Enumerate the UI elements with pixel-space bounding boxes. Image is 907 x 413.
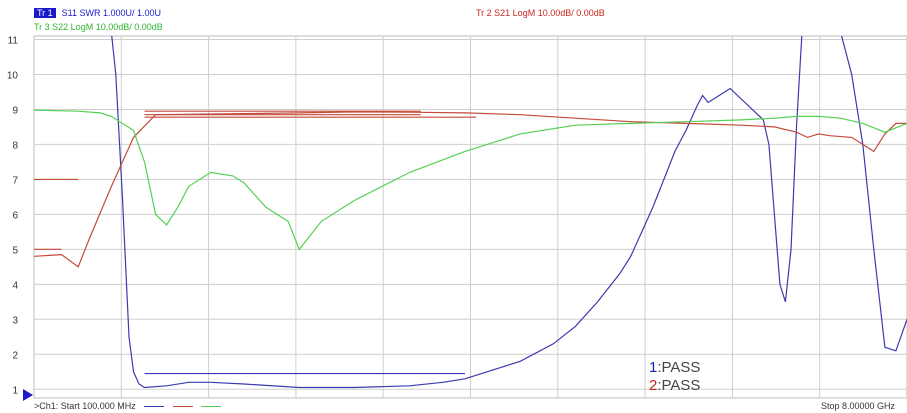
trace1-label: S11 SWR 1.000U/ 1.00U	[61, 8, 162, 18]
trace3-label: Tr 3 S22 LogM 10.00dB/ 0.00dB	[34, 22, 163, 32]
footer-start: >Ch1: Start 100.000 MHz	[34, 401, 222, 411]
pass-indicator-1: 1:PASS	[649, 359, 700, 376]
y-tick-label: 6	[12, 210, 18, 221]
stop-frequency-label: Stop 8.00000 GHz	[820, 401, 895, 411]
tr1-trace-line	[111, 36, 907, 389]
trace3-header[interactable]: Tr 3 S22 LogM 10.00dB/ 0.00dB	[34, 22, 163, 32]
y-tick-label: 8	[12, 140, 18, 151]
trace2-legend-swatch	[172, 406, 193, 408]
start-frequency-label: >Ch1: Start 100.000 MHz	[34, 401, 136, 411]
trace2-label: Tr 2 S21 LogM 10.00dB/ 0.00dB	[476, 8, 605, 18]
pass-indicator-2: 2:PASS	[649, 377, 700, 394]
y-tick-label: 3	[12, 315, 18, 326]
pass-1-number: 1	[649, 359, 658, 376]
trace1-badge[interactable]: Tr 1	[34, 8, 56, 18]
tr2-trace-line	[34, 111, 907, 268]
y-tick-label: 2	[12, 350, 18, 361]
pass-2-number: 2	[649, 377, 658, 394]
trace3-legend-swatch	[201, 406, 222, 408]
reference-marker-icon	[23, 389, 33, 401]
y-tick-label: 1	[12, 385, 18, 396]
y-tick-label: 10	[7, 70, 19, 81]
tr3-trace-line	[34, 109, 907, 251]
pass-2-label: :PASS	[657, 377, 701, 394]
y-tick-label: 5	[12, 245, 18, 256]
footer-stop: Stop 8.00000 GHz	[821, 401, 895, 411]
y-tick-label: 7	[12, 175, 18, 186]
trace1-legend-swatch	[144, 406, 165, 408]
trace1-header[interactable]: Tr 1 S11 SWR 1.000U/ 1.00U	[34, 8, 161, 18]
y-tick-label: 11	[8, 35, 19, 46]
y-tick-label: 9	[12, 105, 18, 116]
pass-1-label: :PASS	[657, 359, 701, 376]
y-tick-label: 4	[12, 280, 18, 291]
trace2-header[interactable]: Tr 2 S21 LogM 10.00dB/ 0.00dB	[476, 8, 605, 18]
